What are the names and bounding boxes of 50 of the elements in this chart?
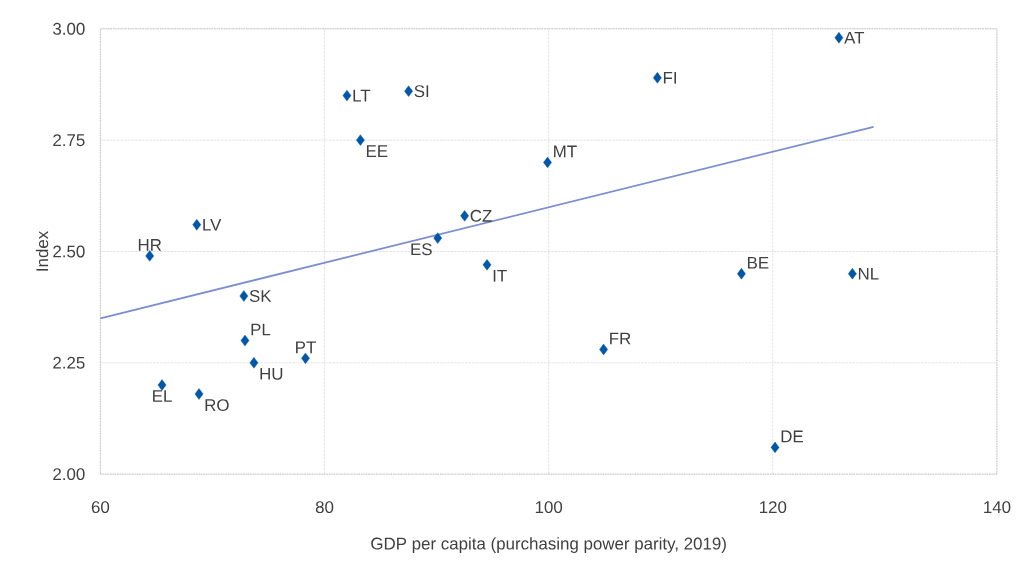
annotation: LV bbox=[203, 219, 222, 231]
point bbox=[737, 268, 746, 280]
point bbox=[194, 388, 204, 400]
point bbox=[848, 268, 857, 280]
point bbox=[157, 379, 167, 391]
annotation: PL bbox=[251, 323, 271, 336]
point bbox=[356, 134, 365, 146]
y-tick-label: 2.25 bbox=[53, 357, 85, 369]
point bbox=[249, 357, 259, 369]
y-tick-label: 2.00 bbox=[53, 468, 85, 481]
y-axis-title: Index bbox=[35, 231, 49, 271]
annotation: BE bbox=[747, 257, 769, 269]
annotation: EL bbox=[153, 390, 172, 403]
annotation: EE bbox=[366, 145, 388, 158]
annotation: NL bbox=[858, 268, 879, 280]
point bbox=[342, 90, 352, 102]
annotation: SI bbox=[414, 85, 429, 98]
annotation: MT bbox=[554, 145, 577, 158]
annotation: HU bbox=[260, 368, 283, 380]
point bbox=[653, 72, 662, 84]
x-tick-label: 140 bbox=[984, 501, 1011, 514]
annotation: AT bbox=[844, 32, 865, 44]
point bbox=[239, 290, 249, 302]
y-tick-label: 2.50 bbox=[53, 245, 85, 258]
x-axis-title: GDP per capita (purchasing power parity, 2019) bbox=[371, 537, 726, 554]
point bbox=[770, 441, 780, 454]
point bbox=[240, 335, 250, 347]
x-tick-label: 100 bbox=[535, 501, 563, 514]
annotation: ES bbox=[411, 243, 432, 256]
point bbox=[145, 250, 154, 262]
y-tick-label: 2.75 bbox=[53, 134, 85, 147]
x-tick-label: 120 bbox=[760, 501, 787, 514]
x-tick-label: 80 bbox=[315, 501, 334, 514]
point bbox=[460, 210, 469, 222]
point bbox=[482, 259, 492, 271]
annotation: FR bbox=[610, 332, 631, 345]
annotation: PT bbox=[296, 341, 316, 354]
y-tick-label: 3.00 bbox=[53, 23, 85, 36]
annotation: LT bbox=[353, 90, 371, 102]
annotation: DE bbox=[781, 430, 803, 443]
point bbox=[433, 232, 443, 244]
annotation: CZ bbox=[470, 210, 492, 223]
annotation: SK bbox=[249, 290, 272, 303]
x-tick-label: 60 bbox=[91, 501, 110, 514]
point bbox=[834, 32, 844, 44]
point bbox=[192, 219, 202, 231]
annotation: FI bbox=[663, 72, 677, 84]
annotation: HR bbox=[138, 239, 162, 251]
annotation: RO bbox=[205, 399, 229, 412]
annotation: IT bbox=[493, 270, 507, 282]
